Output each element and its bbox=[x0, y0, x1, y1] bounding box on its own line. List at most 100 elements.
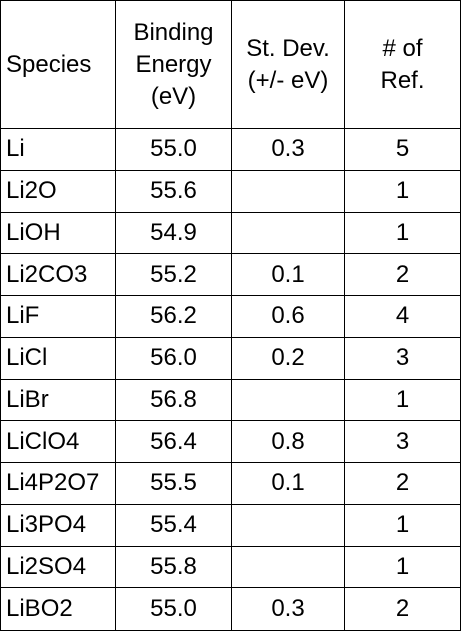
header-text: (+/- eV) bbox=[247, 66, 329, 94]
table-cell: LiClO4 bbox=[1, 421, 116, 463]
table-cell: 56.2 bbox=[116, 296, 232, 338]
cell-text: 55.0 bbox=[150, 135, 197, 163]
table-cell: 1 bbox=[345, 505, 460, 547]
table-cell: Li3PO4 bbox=[1, 504, 116, 547]
table-cell: 0.3 bbox=[232, 588, 345, 630]
cell-text: Li2O bbox=[6, 177, 57, 205]
table-cell: Li2O bbox=[1, 170, 116, 213]
cell-text: 1 bbox=[395, 218, 410, 246]
header-text: Binding bbox=[133, 18, 214, 46]
table-cell: 0.1 bbox=[232, 463, 345, 505]
cell-text: 2 bbox=[395, 260, 410, 288]
header-cell: St. Dev. (+/- eV) bbox=[232, 1, 345, 129]
table-cell: 1 bbox=[345, 213, 460, 255]
table-cell: 4 bbox=[345, 296, 460, 338]
table-cell: 2 bbox=[345, 463, 460, 505]
cell-text: 3 bbox=[395, 344, 410, 372]
table-cell: Li2CO3 bbox=[1, 254, 116, 296]
header-text: Energy bbox=[135, 50, 212, 78]
table-cell: 2 bbox=[345, 588, 460, 630]
table-cell: 0.2 bbox=[232, 337, 345, 380]
cell-text: LiF bbox=[6, 302, 40, 330]
table-cell: 55.8 bbox=[116, 546, 232, 589]
cell-text: 0.3 bbox=[271, 135, 305, 163]
table-cell: 55.4 bbox=[116, 504, 232, 547]
cell-text: LiBO2 bbox=[6, 595, 73, 623]
table-cell: 0.3 bbox=[232, 129, 345, 171]
cell-text: 2 bbox=[395, 595, 410, 623]
table-cell bbox=[232, 170, 345, 213]
table-cell: LiCl bbox=[1, 337, 116, 380]
cell-text: Li bbox=[6, 135, 25, 163]
cell-text: 1 bbox=[395, 511, 410, 539]
cell-text: 0.1 bbox=[271, 469, 305, 497]
table-cell: Li2SO4 bbox=[1, 546, 116, 589]
cell-text: Li3PO4 bbox=[6, 511, 87, 539]
table-cell: 0.1 bbox=[232, 254, 345, 296]
table-cell bbox=[232, 212, 345, 255]
cell-text: LiOH bbox=[6, 218, 61, 246]
table-cell: LiBr bbox=[1, 379, 116, 422]
cell-text: 2 bbox=[395, 469, 410, 497]
table-cell: 0.8 bbox=[232, 421, 345, 463]
cell-text: 56.4 bbox=[150, 427, 197, 455]
cell-text: Li4P2O7 bbox=[6, 469, 100, 497]
table-cell: 1 bbox=[345, 380, 460, 422]
cell-text: 55.8 bbox=[150, 552, 197, 580]
table-cell bbox=[232, 504, 345, 547]
header-text: Ref. bbox=[380, 66, 425, 94]
table-cell: 56.8 bbox=[116, 379, 232, 422]
table-cell: LiOH bbox=[1, 212, 116, 255]
cell-text: 0.8 bbox=[271, 427, 305, 455]
table-cell: LiF bbox=[1, 296, 116, 338]
table-cell bbox=[232, 546, 345, 589]
cell-text: 1 bbox=[395, 385, 410, 413]
cell-text: 56.0 bbox=[150, 344, 197, 372]
cell-text: 0.2 bbox=[271, 344, 305, 372]
table-cell: 56.4 bbox=[116, 421, 232, 463]
cell-text: 4 bbox=[395, 302, 410, 330]
cell-text: 56.8 bbox=[150, 385, 197, 413]
cell-text: LiClO4 bbox=[6, 427, 80, 455]
cell-text: 0.3 bbox=[271, 595, 305, 623]
table-cell: 55.6 bbox=[116, 170, 232, 213]
table-cell: 56.0 bbox=[116, 337, 232, 380]
table-cell bbox=[232, 379, 345, 422]
header-text: (eV) bbox=[150, 82, 197, 110]
table-cell: 3 bbox=[345, 338, 460, 380]
cell-text: LiCl bbox=[6, 344, 48, 372]
table-cell: 5 bbox=[345, 129, 460, 171]
header-cell: Species bbox=[1, 1, 116, 129]
header-text: Species bbox=[6, 50, 92, 78]
cell-text: 56.2 bbox=[150, 302, 197, 330]
cell-text: 55.0 bbox=[150, 595, 197, 623]
header-cell: Binding Energy (eV) bbox=[116, 1, 232, 129]
cell-text: 55.2 bbox=[150, 260, 197, 288]
cell-text: 3 bbox=[395, 427, 410, 455]
cell-text: 1 bbox=[395, 552, 410, 580]
cell-text: 0.6 bbox=[271, 302, 305, 330]
table-cell: LiBO2 bbox=[1, 588, 116, 630]
cell-text: Li2SO4 bbox=[6, 552, 87, 580]
table-cell: 0.6 bbox=[232, 296, 345, 338]
cell-text: 55.5 bbox=[150, 469, 197, 497]
table-cell: Li4P2O7 bbox=[1, 463, 116, 505]
cell-text: 55.6 bbox=[150, 177, 197, 205]
table-cell: 2 bbox=[345, 254, 460, 296]
cell-text: 5 bbox=[395, 135, 410, 163]
table-cell: 55.5 bbox=[116, 463, 232, 505]
table-cell: 1 bbox=[345, 547, 460, 589]
table-cell: 55.0 bbox=[116, 129, 232, 171]
table-cell: Li bbox=[1, 129, 116, 171]
header-text: # of bbox=[382, 34, 423, 62]
header-cell: # of Ref. bbox=[345, 1, 460, 129]
cell-text: 55.4 bbox=[150, 511, 197, 539]
cell-text: 54.9 bbox=[150, 218, 197, 246]
table-cell: 3 bbox=[345, 421, 460, 463]
header-text: St. Dev. bbox=[246, 34, 330, 62]
cell-text: LiBr bbox=[6, 385, 49, 413]
cell-text: 0.1 bbox=[271, 260, 305, 288]
table-cell: 1 bbox=[345, 171, 460, 213]
table-cell: 55.0 bbox=[116, 588, 232, 630]
